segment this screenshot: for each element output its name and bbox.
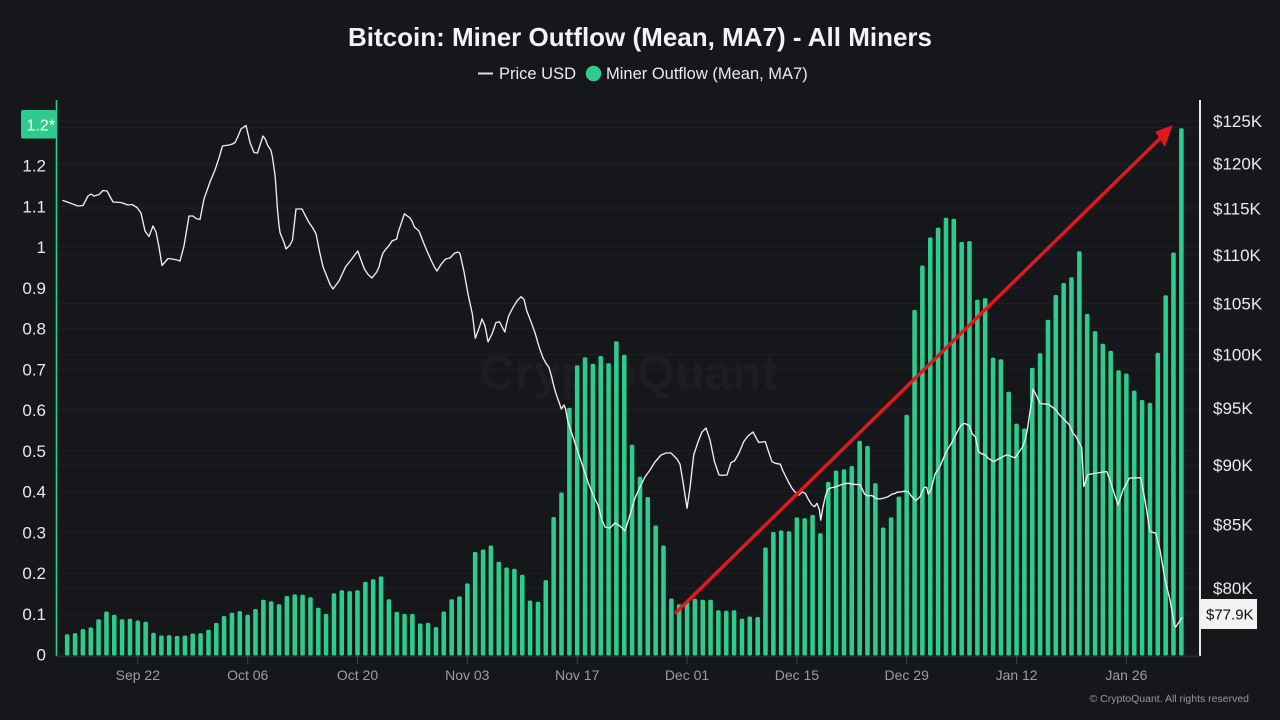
svg-text:Nov 17: Nov 17 (555, 667, 600, 683)
svg-text:0.3: 0.3 (22, 523, 46, 542)
svg-text:1: 1 (37, 238, 46, 257)
svg-text:Oct 20: Oct 20 (337, 667, 378, 683)
svg-text:Nov 03: Nov 03 (445, 667, 490, 683)
svg-text:Price USD: Price USD (499, 65, 576, 83)
svg-text:$125K: $125K (1213, 112, 1263, 131)
svg-text:$85K: $85K (1213, 516, 1253, 535)
svg-text:$100K: $100K (1213, 346, 1263, 365)
svg-text:© CryptoQuant. All rights rese: © CryptoQuant. All rights reserved (1090, 693, 1250, 705)
svg-text:Jan 26: Jan 26 (1105, 667, 1147, 683)
svg-text:0.1: 0.1 (22, 605, 46, 624)
svg-text:$90K: $90K (1213, 456, 1253, 475)
svg-text:0.4: 0.4 (22, 483, 46, 502)
svg-text:$80K: $80K (1213, 579, 1253, 598)
svg-text:0.7: 0.7 (22, 360, 46, 379)
svg-text:Miner Outflow (Mean, MA7): Miner Outflow (Mean, MA7) (606, 65, 808, 83)
svg-text:0.2: 0.2 (22, 564, 46, 583)
svg-text:1.1: 1.1 (22, 197, 46, 216)
svg-text:0.8: 0.8 (22, 320, 46, 339)
svg-text:Dec 01: Dec 01 (665, 667, 710, 683)
svg-text:$115K: $115K (1213, 199, 1262, 218)
svg-text:Dec 29: Dec 29 (885, 667, 930, 683)
svg-text:Bitcoin: Miner Outflow (Mean,: Bitcoin: Miner Outflow (Mean, MA7) - All… (348, 22, 932, 52)
svg-text:$120K: $120K (1213, 155, 1263, 174)
svg-text:Oct 06: Oct 06 (227, 667, 268, 683)
svg-text:0.6: 0.6 (22, 401, 46, 420)
svg-text:1.2: 1.2 (22, 157, 46, 176)
svg-text:0.5: 0.5 (22, 442, 46, 461)
svg-text:Dec 15: Dec 15 (775, 667, 820, 683)
svg-text:0: 0 (37, 646, 46, 665)
svg-text:1.2*: 1.2* (27, 118, 55, 135)
svg-text:$105K: $105K (1213, 295, 1263, 314)
svg-text:CryptoQuant: CryptoQuant (480, 347, 779, 400)
svg-text:0.9: 0.9 (22, 279, 46, 298)
svg-text:$95K: $95K (1213, 399, 1253, 418)
svg-text:Sep 22: Sep 22 (116, 667, 161, 683)
svg-text:$77.9K: $77.9K (1206, 607, 1254, 624)
svg-text:$110K: $110K (1213, 246, 1262, 265)
svg-text:Jan 12: Jan 12 (996, 667, 1038, 683)
